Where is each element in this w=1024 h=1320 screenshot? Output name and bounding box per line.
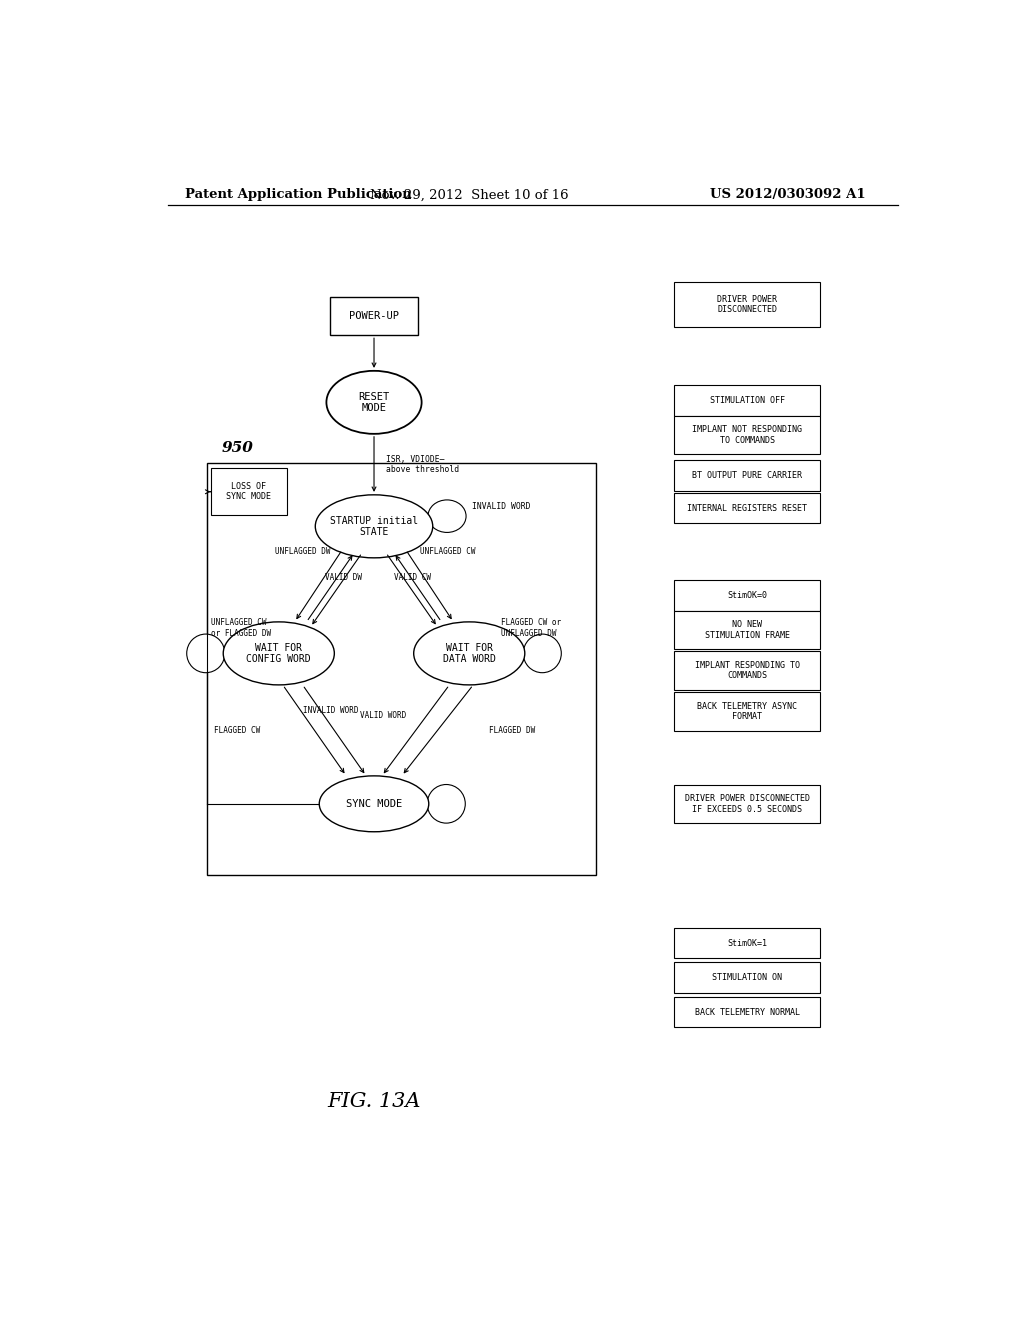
Text: NO NEW
STIMULATION FRAME: NO NEW STIMULATION FRAME <box>705 620 790 640</box>
Text: RESET
MODE: RESET MODE <box>358 392 390 413</box>
Text: Nov. 29, 2012  Sheet 10 of 16: Nov. 29, 2012 Sheet 10 of 16 <box>370 189 568 202</box>
Text: UNFLAGGED CW
or FLAGGED DW: UNFLAGGED CW or FLAGGED DW <box>211 618 271 638</box>
Text: StimOK=1: StimOK=1 <box>727 939 767 948</box>
Text: LOSS OF
SYNC MODE: LOSS OF SYNC MODE <box>226 482 271 502</box>
Text: STARTUP initial
STATE: STARTUP initial STATE <box>330 516 418 537</box>
Text: STIMULATION ON: STIMULATION ON <box>712 973 782 982</box>
Text: FLAGGED DW: FLAGGED DW <box>489 726 536 735</box>
Ellipse shape <box>319 776 429 832</box>
Text: FLAGGED CW or
UNFLAGGED DW: FLAGGED CW or UNFLAGGED DW <box>501 618 561 638</box>
FancyBboxPatch shape <box>674 492 820 523</box>
FancyBboxPatch shape <box>674 692 820 731</box>
FancyBboxPatch shape <box>674 784 820 824</box>
FancyBboxPatch shape <box>674 581 820 611</box>
Text: VALID CW: VALID CW <box>394 573 431 582</box>
Bar <box>207 463 596 875</box>
Text: INVALID WORD: INVALID WORD <box>472 502 530 511</box>
FancyBboxPatch shape <box>674 997 820 1027</box>
Text: US 2012/0303092 A1: US 2012/0303092 A1 <box>711 189 866 202</box>
FancyBboxPatch shape <box>674 928 820 958</box>
Text: FLAGGED CW: FLAGGED CW <box>214 726 260 735</box>
Ellipse shape <box>315 495 433 558</box>
Ellipse shape <box>428 500 466 532</box>
Text: INTERNAL REGISTERS RESET: INTERNAL REGISTERS RESET <box>687 503 807 512</box>
Text: INVALID WORD: INVALID WORD <box>303 706 358 714</box>
Ellipse shape <box>327 371 422 434</box>
Text: BT OUTPUT PURE CARRIER: BT OUTPUT PURE CARRIER <box>692 471 802 480</box>
FancyBboxPatch shape <box>211 469 287 515</box>
Text: FIG. 13A: FIG. 13A <box>328 1092 421 1111</box>
Text: WAIT FOR
DATA WORD: WAIT FOR DATA WORD <box>442 643 496 664</box>
FancyBboxPatch shape <box>674 385 820 416</box>
Ellipse shape <box>414 622 524 685</box>
Text: DRIVER POWER
DISCONNECTED: DRIVER POWER DISCONNECTED <box>717 296 777 314</box>
Text: 950: 950 <box>221 441 254 455</box>
Ellipse shape <box>427 784 465 824</box>
FancyBboxPatch shape <box>674 416 820 454</box>
Text: STIMULATION OFF: STIMULATION OFF <box>710 396 784 405</box>
Text: Patent Application Publication: Patent Application Publication <box>185 189 412 202</box>
FancyBboxPatch shape <box>331 297 418 335</box>
Text: UNFLAGGED CW: UNFLAGGED CW <box>420 548 475 556</box>
Text: SYNC MODE: SYNC MODE <box>346 799 402 809</box>
Text: DRIVER POWER DISCONNECTED
IF EXCEEDS 0.5 SECONDS: DRIVER POWER DISCONNECTED IF EXCEEDS 0.5… <box>684 795 810 813</box>
Text: VALID DW: VALID DW <box>325 573 361 582</box>
Ellipse shape <box>186 634 225 673</box>
FancyBboxPatch shape <box>674 651 820 690</box>
Text: StimOK=0: StimOK=0 <box>727 591 767 601</box>
Text: BACK TELEMETRY ASYNC
FORMAT: BACK TELEMETRY ASYNC FORMAT <box>697 702 797 721</box>
FancyBboxPatch shape <box>674 461 820 491</box>
Text: ISR, VDIODE–
above threshold: ISR, VDIODE– above threshold <box>386 454 459 474</box>
Text: IMPLANT NOT RESPONDING
TO COMMANDS: IMPLANT NOT RESPONDING TO COMMANDS <box>692 425 802 445</box>
Text: IMPLANT RESPONDING TO
COMMANDS: IMPLANT RESPONDING TO COMMANDS <box>694 661 800 680</box>
Text: POWER-UP: POWER-UP <box>349 312 399 321</box>
FancyBboxPatch shape <box>674 611 820 649</box>
FancyBboxPatch shape <box>674 282 820 327</box>
Text: VALID WORD: VALID WORD <box>359 710 406 719</box>
Ellipse shape <box>523 634 561 673</box>
FancyBboxPatch shape <box>674 962 820 993</box>
Ellipse shape <box>223 622 334 685</box>
Text: BACK TELEMETRY NORMAL: BACK TELEMETRY NORMAL <box>694 1007 800 1016</box>
Text: WAIT FOR
CONFIG WORD: WAIT FOR CONFIG WORD <box>247 643 311 664</box>
Text: UNFLAGGED DW: UNFLAGGED DW <box>274 548 331 556</box>
